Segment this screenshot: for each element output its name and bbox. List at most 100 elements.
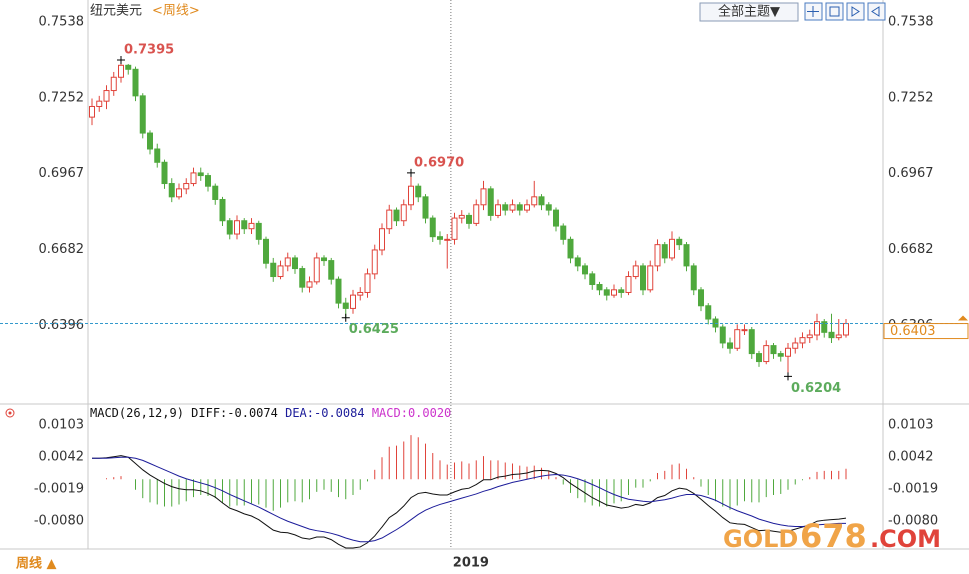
candle-body xyxy=(582,265,588,275)
candle-body xyxy=(669,238,675,259)
macd-params: MACD(26,12,9) xyxy=(90,406,184,420)
legend-value: -0.0074 xyxy=(227,406,278,420)
y-tick-label: 0.0103 xyxy=(888,418,934,433)
candle-body xyxy=(828,331,835,339)
candle-body xyxy=(342,302,349,309)
y-tick-label: 0.0042 xyxy=(888,450,934,465)
candle-body xyxy=(335,278,342,304)
candle-body xyxy=(785,347,791,357)
candle-body xyxy=(756,353,762,363)
candle-body xyxy=(676,238,683,246)
candle-body xyxy=(741,329,748,332)
y-tick-label: 0.6396 xyxy=(39,318,85,333)
candle-body xyxy=(640,265,646,291)
icon-dot xyxy=(8,411,12,415)
y-tick-label: 0.7252 xyxy=(39,90,85,105)
candle-body xyxy=(734,329,741,349)
candle-body xyxy=(647,265,654,291)
candle-body xyxy=(255,222,262,240)
candle-body xyxy=(168,183,175,198)
watermark-part: 678 xyxy=(800,517,867,555)
watermark: GOLD 678 .COM xyxy=(723,517,941,555)
legend-name: DIFF: xyxy=(191,406,227,420)
macd-legend: MACD(26,12,9) DIFF:-0.0074 DEA:-0.0084 M… xyxy=(90,406,451,420)
candle-body xyxy=(821,321,828,333)
theme-button-label: 全部主题▼ xyxy=(718,4,780,20)
extreme-label: 0.7395 xyxy=(124,42,174,57)
candle-body xyxy=(545,204,552,211)
period-button[interactable] xyxy=(0,551,80,574)
y-tick-label: 0.6967 xyxy=(888,166,934,181)
candle-body xyxy=(690,265,697,291)
current-price-label: 0.6403 xyxy=(890,324,936,339)
y-tick-label: 0.7252 xyxy=(888,90,934,105)
candle-body xyxy=(234,220,240,235)
candle-body xyxy=(799,337,806,344)
candle-body xyxy=(118,64,124,78)
legend-value: -0.0084 xyxy=(314,406,365,420)
candle-body xyxy=(400,204,407,222)
candle-body xyxy=(364,273,371,293)
candle-body xyxy=(560,225,567,240)
candle-body xyxy=(219,198,226,222)
candle-body xyxy=(712,318,719,328)
candle-body xyxy=(205,175,211,187)
y-tick-label: -0.0019 xyxy=(888,482,938,497)
macd-line xyxy=(92,456,846,543)
candle-body xyxy=(632,265,639,278)
candle-body xyxy=(524,204,530,211)
current-price-box xyxy=(883,323,969,340)
candle-body xyxy=(683,244,690,267)
candle-body xyxy=(538,196,545,206)
candle-body xyxy=(386,209,393,230)
candle-body xyxy=(618,289,625,293)
candle-body xyxy=(125,64,132,70)
candle-body xyxy=(574,257,581,267)
extreme-marker xyxy=(784,372,792,381)
candle-body xyxy=(770,345,777,355)
watermark-part: GOLD xyxy=(723,525,798,553)
period-subtitle[interactable]: <周线> xyxy=(152,4,200,19)
macd-line xyxy=(92,455,847,549)
candle-body xyxy=(451,217,458,240)
candle-body xyxy=(132,68,139,97)
candle-body xyxy=(531,196,538,206)
candle-body xyxy=(458,214,465,219)
candle-body xyxy=(299,268,306,288)
candle-body xyxy=(516,204,523,211)
theme-button[interactable] xyxy=(699,2,799,22)
candle-body xyxy=(487,188,494,216)
candle-body xyxy=(350,294,356,309)
candle-body xyxy=(567,238,574,259)
candle-body xyxy=(611,289,617,296)
candle-body xyxy=(154,148,161,163)
candle-body xyxy=(596,284,603,291)
candle-body xyxy=(263,238,269,264)
scroll-right-button[interactable] xyxy=(867,2,886,21)
candle-body xyxy=(806,334,813,339)
indicator-icon[interactable] xyxy=(5,408,15,418)
candle-body xyxy=(270,262,277,278)
candle-body xyxy=(843,323,849,336)
toolbar xyxy=(804,2,886,21)
candle-body xyxy=(328,260,335,280)
candle-body xyxy=(603,289,610,296)
candle-body xyxy=(248,222,255,230)
candle-body xyxy=(625,276,632,293)
candle-body xyxy=(292,257,298,270)
y-tick-label: -0.0080 xyxy=(34,514,84,529)
zoom-out-button[interactable] xyxy=(825,2,844,21)
y-tick-label: 0.7538 xyxy=(39,15,85,30)
scroll-left-button[interactable] xyxy=(846,2,865,21)
candle-body xyxy=(147,132,153,150)
legend-name: DEA: xyxy=(285,406,314,420)
candle-body xyxy=(103,90,110,102)
candle-body xyxy=(393,209,400,222)
candle-body xyxy=(654,244,661,267)
candle-body xyxy=(429,217,436,238)
candle-body xyxy=(96,100,103,107)
candle-body xyxy=(763,345,770,363)
candle-body xyxy=(321,257,327,262)
